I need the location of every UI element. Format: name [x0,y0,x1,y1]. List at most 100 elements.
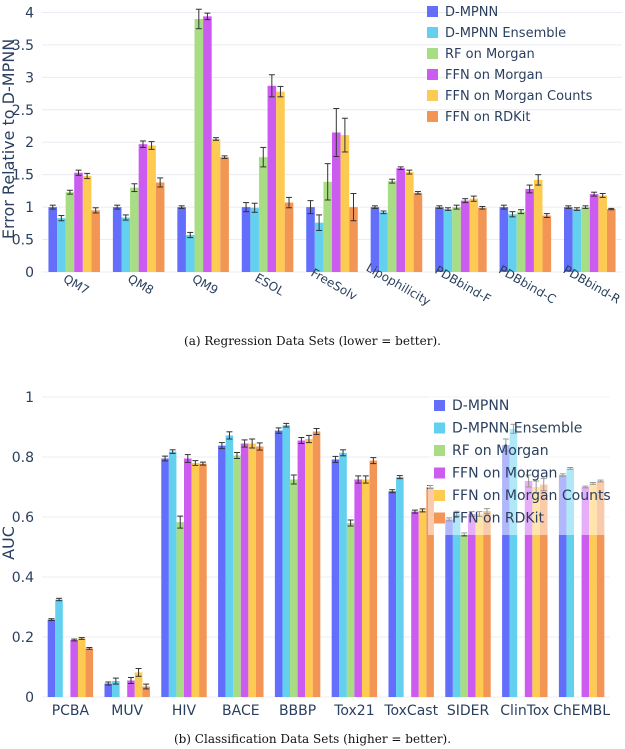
legend-swatch [427,69,438,80]
classification-legend: D-MPNN D-MPNN Ensemble RF on Morgan FFN on … [428,394,613,535]
y-tick-label: 1.5 [12,168,34,184]
bar-sider-ffn-on-rdkit [483,511,491,697]
legend-swatch [434,400,445,411]
bar-pdbbind-f-ffn-on-morgan-counts [469,198,479,272]
bar-qm7-d-mpnn-ensemble [57,218,66,272]
x-tick-label-qm8: QM8 [125,272,156,298]
series-d-mpnn [48,200,573,272]
legend-swatch [427,6,438,17]
bar-freesolv-d-mpnn [306,207,315,272]
y-tick-label: 3 [25,70,34,86]
series-rf-on-morgan [65,8,590,272]
bar-lipophilicity-d-mpnn [370,207,380,272]
regression-bars [48,8,616,272]
bar-bace-d-mpnn [218,445,226,697]
bar-qm7-rf-on-morgan [65,192,75,272]
legend-swatch [434,445,445,456]
legend-label: FFN on RDKit [452,511,544,527]
bar-hiv-d-mpnn [161,458,169,697]
y-tick-label: 2.5 [12,103,34,119]
legend-swatch [427,90,438,101]
legend-label: FFN on Morgan [445,68,543,83]
bar-bbbp-rf-on-morgan [290,479,298,697]
bar-qm8-ffn-on-rdkit [155,182,165,272]
bar-chembl-d-mpnn [558,475,567,697]
bar-lipophilicity-d-mpnn-ensemble [379,212,388,272]
bar-pdbbind-c-ffn-on-rdkit [542,215,552,272]
bar-clintox-ffn-on-rdkit [539,484,548,697]
series-ffn-on-rdkit [91,155,616,272]
x-tick-label-toxcast: ToxCast [383,703,438,719]
legend-swatch [434,422,445,434]
series-ffn-on-morgan [74,12,599,272]
x-tick-label-qm7: QM7 [61,272,92,298]
bar-qm8-d-mpnn [112,207,122,272]
bar-sider-d-mpnn-ensemble [452,513,461,697]
x-tick-label-tox21: Tox21 [333,703,374,719]
bar-bbbp-d-mpnn-ensemble [282,425,291,697]
bar-lipophilicity-ffn-on-rdkit [413,192,423,272]
legend-item-ffn-on-morgan: FFN on Morgan [434,466,557,482]
bar-muv-d-mpnn [104,683,113,697]
legend-item-d-mpnn-ensemble: D-MPNN Ensemble [434,421,582,437]
classification-y-ticks: 0 0.2 0.4 0.6 0.8 1 [12,390,34,706]
y-tick-label: 2 [25,135,34,151]
bar-bbbp-ffn-on-morgan-counts [305,439,313,697]
bar-freesolv-ffn-on-morgan [332,132,341,272]
y-tick-label: 3.5 [12,38,34,54]
legend-item-ffn-on-morgan-counts: FFN on Morgan Counts [434,488,611,504]
bar-qm9-d-mpnn [177,207,186,272]
bar-freesolv-ffn-on-rdkit [349,207,358,272]
bar-muv-d-mpnn-ensemble [112,681,120,697]
bar-qm8-ffn-on-morgan-counts [147,145,156,272]
bar-pcba-ffn-on-morgan [70,640,78,697]
y-tick-label: 1 [25,200,34,216]
bar-esol-ffn-on-rdkit [284,202,294,272]
bar-toxcast-ffn-on-morgan [411,511,419,697]
bar-pdbbind-f-d-mpnn-ensemble [443,209,453,272]
bar-pdbbind-c-d-mpnn-ensemble [508,214,517,272]
series-ffn-on-morgan-counts [77,434,597,697]
bar-lipophilicity-ffn-on-morgan-counts [405,172,414,272]
bar-chembl-ffn-on-rdkit [596,481,605,697]
legend-item-d-mpnn: D-MPNN [434,398,509,414]
bar-bbbp-ffn-on-rdkit [312,431,321,697]
bar-clintox-ffn-on-morgan [524,481,533,697]
regression-legend: D-MPNN D-MPNN Ensemble RF on Morgan FFN on … [427,5,593,125]
legend-item-ffn-on-morgan: FFN on Morgan [427,68,543,83]
bar-chembl-ffn-on-morgan [581,487,590,697]
bar-pdbbind-f-ffn-on-morgan [460,200,470,272]
bar-sider-d-mpnn [445,519,453,697]
bar-bace-rf-on-morgan [233,455,241,697]
legend-swatch [427,48,438,59]
classification-y-axis-label: AUC [0,526,18,560]
bar-freesolv-ffn-on-morgan-counts [340,135,350,272]
series-rf-on-morgan [176,452,468,697]
bar-qm9-ffn-on-morgan [203,16,212,272]
classification-bars [47,422,605,697]
bar-esol-ffn-on-morgan [267,85,277,272]
series-d-mpnn [47,427,567,697]
bar-bbbp-ffn-on-morgan [297,440,306,697]
y-tick-label: 0.2 [12,630,34,646]
y-tick-label: 0.4 [12,570,34,586]
series-ffn-on-morgan-counts [82,85,607,272]
bar-toxcast-d-mpnn-ensemble [396,477,404,697]
series-d-mpnn-ensemble [55,422,575,697]
bar-pdbbind-r-ffn-on-morgan [589,194,599,272]
bar-pdbbind-r-d-mpnn-ensemble [572,209,582,272]
bar-pdbbind-r-ffn-on-rdkit [606,209,616,272]
classification-chart: 0 0.2 0.4 0.6 0.8 1 AUC PCBA MUV HIV BACE BBBP Tox21… [0,390,613,719]
x-tick-label-clintox: ClinTox [500,703,549,719]
legend-swatch [434,512,445,524]
y-tick-label: 0.8 [12,450,34,466]
bar-qm9-ffn-on-morgan-counts [211,139,221,272]
bar-hiv-rf-on-morgan [176,522,184,697]
legend-item-d-mpnn: D-MPNN [427,5,498,20]
x-tick-label-esol: ESOL [252,271,286,299]
regression-y-ticks: 0 0.5 1 1.5 2 2.5 3 3.5 4 [12,5,34,281]
bar-sider-ffn-on-morgan [468,514,476,697]
bar-pdbbind-f-rf-on-morgan [452,207,461,272]
bar-esol-ffn-on-morgan-counts [276,91,285,272]
